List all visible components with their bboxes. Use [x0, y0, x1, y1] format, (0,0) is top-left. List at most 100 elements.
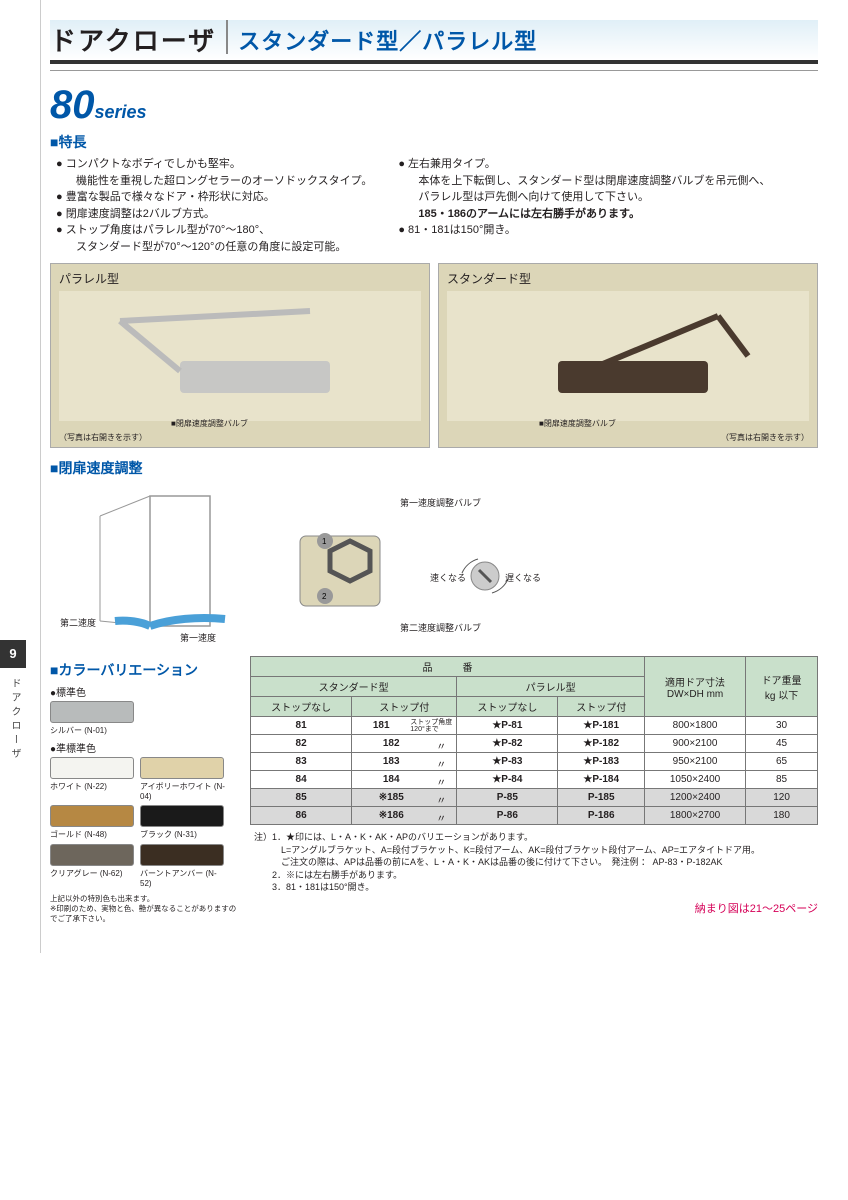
img-caption: （写真は右開きを示す） [59, 432, 147, 443]
door-diagram: 第二速度 第一速度 [60, 491, 260, 641]
note-line: 注）1．★印には、L・A・K・AK・APのバリエーションがあります。 [254, 831, 818, 844]
swatch-name: バーントアンバー (N-52) [140, 868, 226, 888]
semi-color-label: ●準標準色 [50, 740, 240, 755]
feature-item: 185・186のアームには左右勝手があります。 [398, 206, 770, 223]
feature-item: 左右兼用タイプ。 [398, 156, 770, 173]
cell: ★P-181 [558, 717, 645, 735]
swatch-chip [50, 701, 134, 723]
page-reference: 納まり図は21～25ページ [250, 900, 818, 916]
table-row: 82182〃★P-82★P-182900×210045 [251, 735, 818, 753]
cell: ★P-84 [457, 771, 558, 789]
cell: 181ストップ角度120°まで [352, 717, 457, 735]
std-color-label: ●標準色 [50, 684, 240, 699]
th-withstop2: ストップ付 [558, 697, 645, 717]
image-standard: スタンダード型 ■閉扉速度調整バルブ （写真は右開きを示す） [438, 263, 818, 448]
feature-item: コンパクトなボディでしかも堅牢。 [56, 156, 372, 173]
feature-item: 豊富な製品で様々なドア・枠形状に対応。 [56, 189, 372, 206]
closer-icon [110, 301, 370, 411]
note-line: L=アングルブラケット、A=段付ブラケット、K=段付アーム、AK=段付ブラケット… [254, 844, 818, 857]
swatch-row: ゴールド (N-48) ブラック (N-31) [50, 805, 240, 844]
product-images: パラレル型 ■閉扉速度調整バルブ （写真は右開きを示す） スタンダード型 ■閉扉… [50, 263, 818, 448]
cell: 184〃 [352, 771, 457, 789]
table-row: 83183〃★P-83★P-183950×210065 [251, 753, 818, 771]
valve-diagram: 12 第一速度調整バルブ 第二速度調整バルブ 速くなる 遅くなる [290, 491, 570, 641]
swatch-chip [50, 757, 134, 779]
cell: 800×1800 [644, 717, 745, 735]
swatch-name: ゴールド (N-48) [50, 829, 136, 840]
th-nostop2: ストップなし [457, 697, 558, 717]
th-doorsize: 適用ドア寸法DW×DH mm [644, 657, 745, 717]
cell: 45 [746, 735, 818, 753]
cell: 950×2100 [644, 753, 745, 771]
cell: 1200×2400 [644, 789, 745, 807]
note-line: 2．※には左右勝手があります。 [254, 869, 818, 882]
cell: 84 [251, 771, 352, 789]
cell: ※185〃 [352, 789, 457, 807]
header-divider [226, 20, 228, 54]
color-swatch: クリアグレー (N-62) [50, 844, 136, 892]
page-number: 9 [0, 640, 26, 668]
cell: 1800×2700 [644, 807, 745, 825]
color-variations: ■カラーバリエーション ●標準色 シルバー (N-01) ●準標準色 ホワイト … [50, 656, 240, 923]
swatch-semi-rows: ホワイト (N-22)アイボリーホワイト (N-04)ゴールド (N-48)ブラ… [50, 757, 240, 892]
features-block: コンパクトなボディでしかも堅牢。機能性を重視した超ロングセラーのオーソドックスタ… [50, 156, 818, 255]
product-table: 品 番 適用ドア寸法DW×DH mm ドア重量kg 以下 スタンダード型 パラレ… [250, 656, 818, 825]
cell: 83 [251, 753, 352, 771]
label-speed2: 第二速度 [60, 616, 96, 629]
cell: 180 [746, 807, 818, 825]
label-slow: 遅くなる [505, 571, 541, 584]
svg-text:2: 2 [322, 592, 327, 601]
page-title: ドアクローザ [50, 21, 216, 58]
cell: ★P-82 [457, 735, 558, 753]
cell: ★P-81 [457, 717, 558, 735]
cell: P-85 [457, 789, 558, 807]
swatch-name: ブラック (N-31) [140, 829, 226, 840]
cell: ※186〃 [352, 807, 457, 825]
feature-item: パラレル型は戸先側へ向けて使用して下さい。 [398, 189, 770, 206]
section-features: ■特長 [50, 132, 818, 152]
color-swatch: ゴールド (N-48) [50, 805, 136, 844]
img-anno: ■閉扉速度調整バルブ [539, 418, 616, 429]
cell: 85 [251, 789, 352, 807]
feature-item: スタンダード型が70°～120°の任意の角度に設定可能。 [56, 239, 372, 256]
th-nostop: ストップなし [251, 697, 352, 717]
cell: ★P-83 [457, 753, 558, 771]
table-row: 81181ストップ角度120°まで★P-81★P-181800×180030 [251, 717, 818, 735]
label-speed1: 第一速度 [180, 631, 216, 644]
section-colors: ■カラーバリエーション [50, 660, 240, 680]
closer-icon [498, 301, 758, 411]
image-parallel: パラレル型 ■閉扉速度調整バルブ （写真は右開きを示す） [50, 263, 430, 448]
label-fast: 速くなる [430, 571, 466, 584]
page-subtitle: スタンダード型／パラレル型 [238, 24, 537, 58]
color-swatch: ブラック (N-31) [140, 805, 226, 844]
img-anno: ■閉扉速度調整バルブ [171, 418, 248, 429]
table-row: 84184〃★P-84★P-1841050×240085 [251, 771, 818, 789]
side-tab: 9 ドアクローザ [0, 640, 26, 762]
series-title: 80series [50, 83, 818, 128]
cell: 65 [746, 753, 818, 771]
cell: 120 [746, 789, 818, 807]
cell: 1050×2400 [644, 771, 745, 789]
cell: P-185 [558, 789, 645, 807]
color-swatch: シルバー (N-01) [50, 701, 136, 736]
th-std: スタンダード型 [251, 677, 457, 697]
img-label: パラレル型 [59, 270, 421, 287]
swatch-name: ホワイト (N-22) [50, 781, 136, 792]
th-withstop: ストップ付 [352, 697, 457, 717]
cell: ★P-182 [558, 735, 645, 753]
svg-text:1: 1 [322, 537, 327, 546]
swatch-name: クリアグレー (N-62) [50, 868, 136, 879]
swatch-chip [140, 805, 224, 827]
spec-table: 品 番 適用ドア寸法DW×DH mm ドア重量kg 以下 スタンダード型 パラレ… [250, 656, 818, 916]
th-weight: ドア重量kg 以下 [746, 657, 818, 717]
closing-diagram: 第二速度 第一速度 12 第一速度調整バルブ 第二速度調整バルブ 速くなる 遅く… [60, 486, 818, 646]
swatch-chip [50, 805, 134, 827]
swatch-chip [140, 844, 224, 866]
note-line: 3．81・181は150°開き。 [254, 881, 818, 894]
series-txt: series [95, 102, 147, 122]
th-para: パラレル型 [457, 677, 645, 697]
cell: 81 [251, 717, 352, 735]
color-swatch: バーントアンバー (N-52) [140, 844, 226, 892]
note-line: ご注文の際は、APは品番の前にAを、L・A・K・AKは品番の後に付けて下さい。 … [254, 856, 818, 869]
side-label: ドアクローザ [7, 678, 22, 762]
